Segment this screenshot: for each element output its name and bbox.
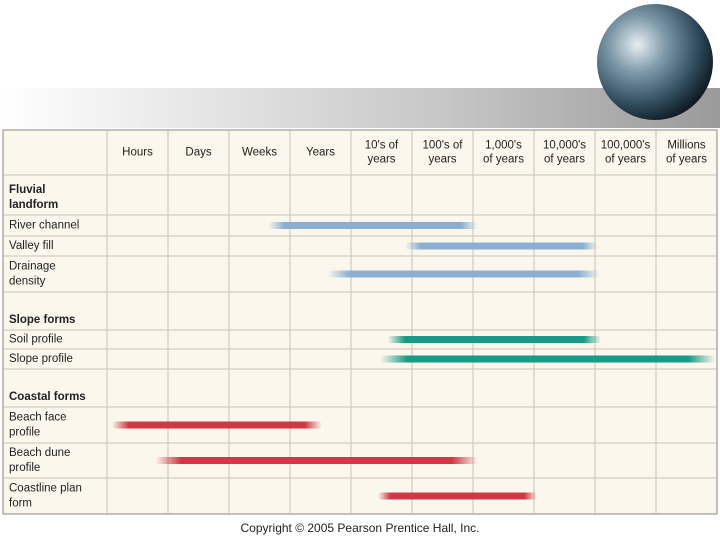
row-label: Valley fill	[9, 240, 54, 252]
column-header: of years	[544, 154, 585, 166]
column-header: Millions	[667, 140, 706, 152]
column-header: 10's of	[365, 140, 399, 152]
row-label: Beach face	[9, 412, 67, 424]
row-label: Drainage	[9, 261, 56, 273]
column-header: Years	[306, 147, 335, 159]
column-header: of years	[666, 154, 707, 166]
row-label: profile	[9, 427, 40, 439]
header-band	[0, 88, 720, 128]
column-header: Days	[185, 147, 211, 159]
time-range-bar	[387, 336, 602, 343]
column-header: 100,000's	[601, 140, 651, 152]
column-header: 10,000's	[543, 140, 586, 152]
column-header: years	[367, 154, 395, 166]
column-header: of years	[605, 154, 646, 166]
time-range-bar	[377, 492, 538, 500]
row-label: profile	[9, 462, 40, 474]
globe	[597, 4, 713, 120]
table-background	[2, 129, 718, 515]
column-header: 100's of	[423, 140, 464, 152]
column-header: years	[428, 154, 456, 166]
column-header: Weeks	[242, 147, 277, 159]
row-label: River channel	[9, 220, 79, 232]
group-heading: Slope forms	[9, 314, 75, 326]
row-label: Beach dune	[9, 447, 70, 459]
column-header: Hours	[122, 147, 153, 159]
row-label: Soil profile	[9, 334, 63, 346]
group-heading: Coastal forms	[9, 391, 86, 403]
time-range-bar	[327, 270, 600, 278]
time-range-bar	[268, 222, 478, 229]
group-heading: Fluvial	[9, 184, 45, 196]
time-range-bar	[155, 457, 478, 464]
row-label: form	[9, 498, 32, 510]
row-label: density	[9, 276, 46, 288]
time-range-bar	[405, 242, 599, 250]
column-header: 1,000's	[485, 140, 522, 152]
row-label: Coastline plan	[9, 483, 82, 495]
row-label: Slope profile	[9, 353, 73, 365]
group-heading: landform	[9, 199, 58, 211]
time-range-bar	[380, 355, 716, 363]
copyright: Copyright © 2005 Pearson Prentice Hall, …	[241, 521, 480, 535]
time-range-bar	[111, 421, 322, 429]
column-header: of years	[483, 154, 524, 166]
